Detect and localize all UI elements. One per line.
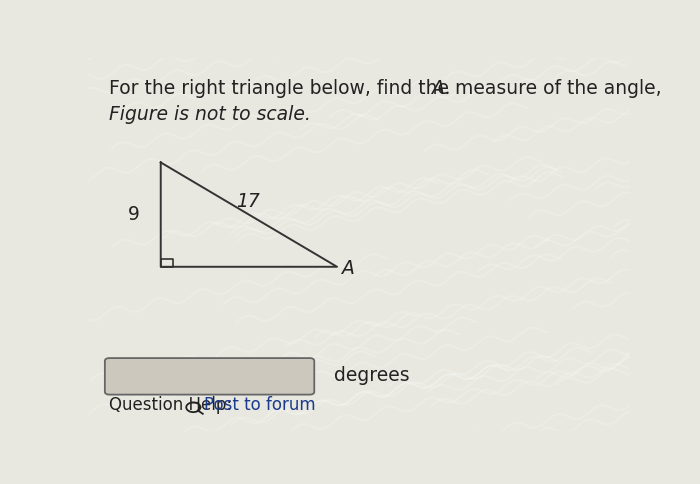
- Text: Figure is not to scale.: Figure is not to scale.: [109, 105, 311, 124]
- Text: A.: A.: [432, 78, 452, 98]
- Text: A: A: [342, 259, 356, 278]
- FancyBboxPatch shape: [105, 358, 314, 394]
- Text: Post to forum: Post to forum: [204, 396, 316, 414]
- Text: 17: 17: [236, 192, 260, 211]
- Text: degrees: degrees: [335, 366, 410, 385]
- Text: Question Help:: Question Help:: [109, 396, 232, 414]
- Text: For the right triangle below, find the measure of the angle,: For the right triangle below, find the m…: [109, 78, 668, 98]
- Text: 9: 9: [127, 205, 139, 224]
